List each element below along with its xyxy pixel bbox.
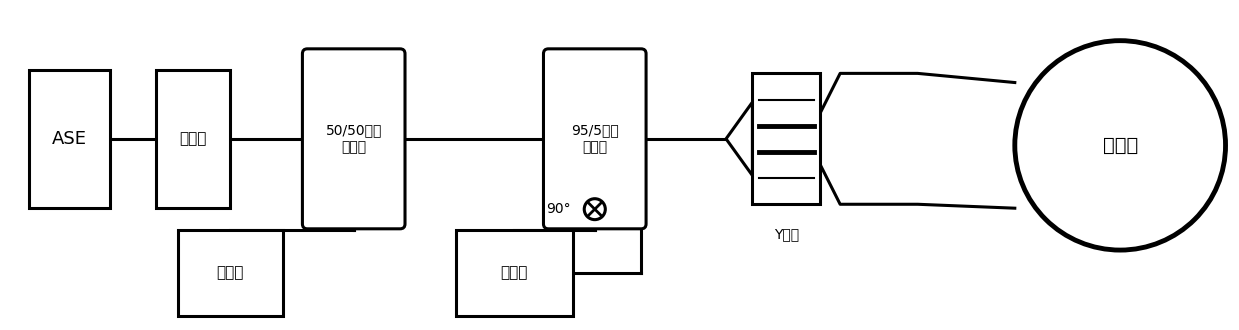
Bar (30, 70, 109, 208)
FancyBboxPatch shape (302, 49, 405, 229)
Text: 95/5保偏
耦合器: 95/5保偏 耦合器 (571, 123, 618, 154)
Bar (177, 230, 282, 315)
Circle shape (1015, 41, 1225, 250)
Text: Y波导: Y波导 (774, 227, 799, 241)
Text: 隔离器: 隔离器 (501, 265, 528, 280)
FancyBboxPatch shape (544, 49, 646, 229)
Text: 起偏器: 起偏器 (180, 131, 207, 146)
Bar (752, 73, 820, 204)
Bar (156, 70, 230, 208)
Bar (456, 230, 574, 315)
Text: 90°: 90° (546, 202, 571, 216)
Polygon shape (726, 102, 752, 176)
Text: 光纤环: 光纤环 (1103, 136, 1137, 155)
Text: 50/50保偏
耦合器: 50/50保偏 耦合器 (326, 123, 382, 154)
Text: ASE: ASE (52, 130, 87, 148)
Text: 探测器: 探测器 (217, 265, 244, 280)
Circle shape (585, 199, 606, 220)
